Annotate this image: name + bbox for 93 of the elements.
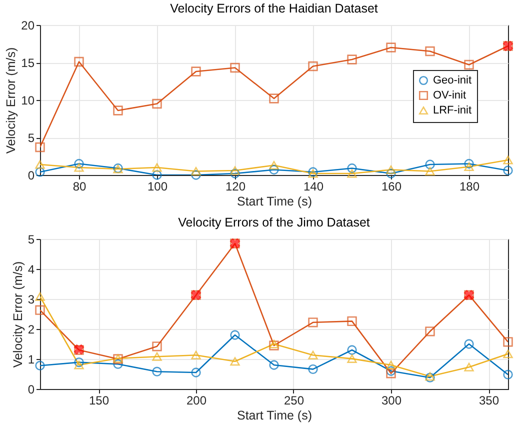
point [35,142,45,152]
point [347,345,357,355]
point [152,366,162,376]
legend-label: OV-init [433,90,466,102]
y-tick-label: 4 [28,262,35,276]
x-tick-label: 200 [186,394,207,408]
point [425,46,435,56]
y-tick-label: 20 [21,18,35,32]
point [347,169,357,178]
y-tick-label: 15 [21,56,35,70]
point [191,350,201,360]
point [386,165,396,174]
point [308,364,318,374]
x-axis-title: Start Time (s) [236,194,312,208]
point [230,168,240,178]
y-tick-label: 2 [28,322,35,336]
point [191,166,201,176]
x-axis-title: Start Time (s) [236,408,312,422]
point [74,56,84,67]
point [464,60,474,70]
point [464,158,474,169]
point [503,166,513,176]
point [230,357,240,366]
point [230,62,240,73]
y-axis-title: Velocity Error (m/s) [4,47,18,154]
point [152,170,162,180]
point [269,94,279,104]
point [464,339,474,349]
y-tick-label: 0 [28,168,35,182]
x-tick-label: 160 [381,180,402,194]
point [503,350,513,358]
point [425,166,435,176]
point [503,156,513,164]
point [386,360,396,370]
point [464,362,474,372]
point [113,359,123,369]
x-tick-label: 120 [225,180,246,194]
y-tick-label: 10 [21,94,35,108]
x-tick-label: 350 [478,394,500,408]
point [347,316,357,326]
point [74,357,84,368]
point [152,342,162,352]
y-tick-label: 5 [28,131,35,145]
point [269,360,279,370]
point [425,160,435,170]
point [35,160,45,169]
x-tick-label: 180 [459,180,480,194]
point [269,160,279,170]
point [152,98,162,109]
point [308,61,318,72]
point [113,106,123,116]
x-tick-label: 140 [303,180,324,194]
point [503,337,513,347]
point [347,163,357,174]
x-tick-label: 100 [147,180,168,194]
chart-title: Velocity Errors of the Haidian Dataset [170,2,378,16]
point [308,318,318,328]
point [152,352,162,361]
point [35,167,45,177]
point [503,370,513,380]
point [35,360,45,370]
legend-label: Geo-init [433,74,472,86]
y-tick-label: 1 [28,352,35,366]
point [386,42,396,52]
point [74,158,84,169]
x-tick-label: 250 [284,394,304,408]
x-tick-label: 300 [381,394,402,408]
point [230,330,240,340]
point [269,164,279,175]
point [191,66,201,76]
point [347,54,357,64]
y-tick-label: 0 [28,382,35,396]
point [35,305,45,315]
point [35,292,45,301]
point [386,168,396,178]
point [425,326,435,336]
point [191,368,201,378]
point [464,162,474,172]
point [152,163,162,172]
point [191,170,201,180]
x-tick-label: 80 [72,180,86,194]
y-tick-label: 3 [28,292,35,306]
point [230,166,240,175]
point [308,350,318,360]
point [74,163,84,172]
point [386,368,396,378]
chart-title: Velocity Errors of the Jimo Dataset [178,216,370,230]
y-axis-title: Velocity Error (m/s) [10,261,25,368]
point [347,354,357,363]
legend-label: LRF-init [433,104,472,116]
y-tick-label: 5 [28,232,35,246]
point [74,360,84,370]
x-tick-label: 150 [88,394,110,408]
